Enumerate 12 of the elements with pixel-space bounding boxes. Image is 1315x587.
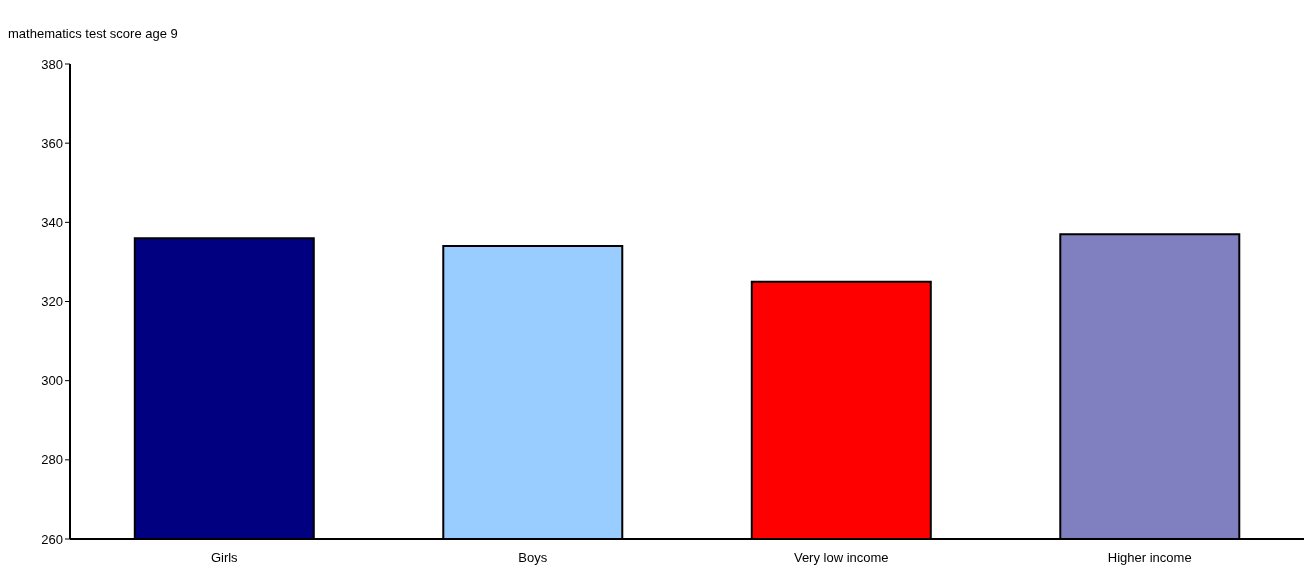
chart-title: mathematics test score age 9 <box>8 26 178 41</box>
x-tick-label: Very low income <box>793 550 889 566</box>
x-tick-label: Boys <box>518 550 548 566</box>
y-tick-label: 320 <box>41 294 63 310</box>
y-tick-label: 280 <box>41 452 63 468</box>
y-tick-label: 360 <box>41 135 63 151</box>
y-tick-label: 340 <box>41 214 63 230</box>
y-tick-label: 380 <box>41 56 63 72</box>
x-tick-label: Higher income <box>1107 550 1192 566</box>
y-tick-label: 300 <box>41 373 63 389</box>
y-tick-label: 260 <box>41 531 63 547</box>
x-tick-label: Girls <box>210 550 239 566</box>
